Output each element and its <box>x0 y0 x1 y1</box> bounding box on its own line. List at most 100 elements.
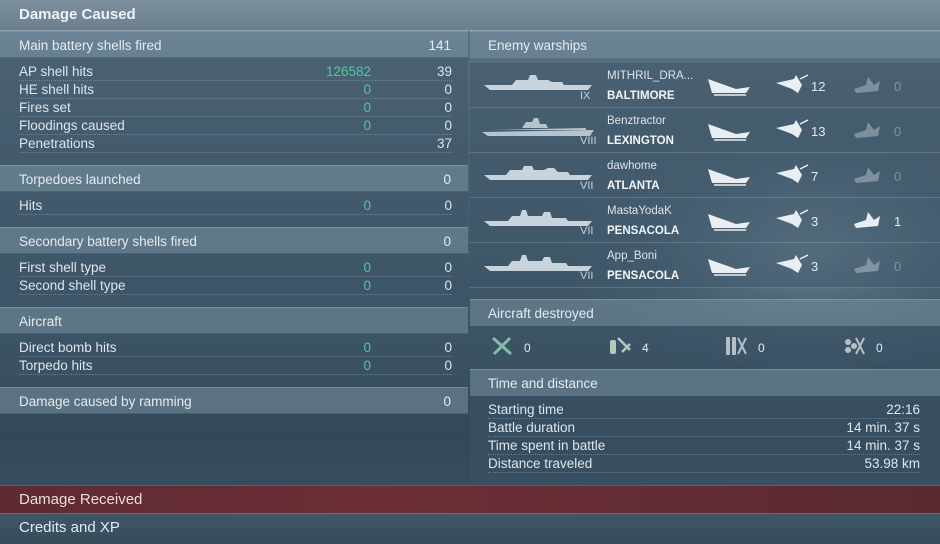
fire-icon <box>854 212 880 228</box>
stat-damage: 0 <box>363 198 371 213</box>
player-name: MITHRIL_DRA... <box>607 70 694 82</box>
ramming-value: 0 <box>443 394 451 409</box>
stat-count: 37 <box>436 136 452 151</box>
fires-count: 0 <box>894 169 902 184</box>
stat-damage: 126582 <box>325 64 371 79</box>
ship-tier: VIII <box>580 135 597 147</box>
credits-xp-label: Credits and XP <box>19 519 120 536</box>
stat-row: Floodings caused 0 0 <box>19 117 452 135</box>
enemy-ship-row[interactable]: VII MastaYodaK PENSACOLA 3 1 <box>470 198 940 243</box>
stat-row: AP shell hits 126582 39 <box>19 63 452 81</box>
ship-name: LEXINGTON <box>607 135 674 147</box>
stat-count: 0 <box>444 82 452 97</box>
enemy-ship-row[interactable]: VIII Benztractor LEXINGTON 13 0 <box>470 108 940 153</box>
stat-label: Direct bomb hits <box>19 340 117 355</box>
time-value: 22:16 <box>886 402 920 417</box>
stat-count: 0 <box>444 340 452 355</box>
shell-hit-icon <box>776 74 809 93</box>
stat-row: Fires set 0 0 <box>19 99 452 117</box>
stat-damage: 0 <box>363 340 371 355</box>
time-distance-body: Starting time 22:16 Battle duration 14 m… <box>470 396 940 496</box>
aircraft-label: Aircraft <box>19 314 62 329</box>
secondary-label: Secondary battery shells fired <box>19 234 197 249</box>
time-row: Starting time 22:16 <box>488 401 920 419</box>
stat-row: Hits 0 0 <box>19 197 452 215</box>
torpedoes-header: Torpedoes launched 0 <box>0 165 468 192</box>
ship-silhouette-icon <box>484 255 592 271</box>
main-battery-body: AP shell hits 126582 39 HE shell hits 0 … <box>0 58 468 165</box>
stat-label: Penetrations <box>19 136 95 151</box>
stat-damage: 0 <box>363 260 371 275</box>
ship-silhouette-icon <box>484 166 592 180</box>
main-battery-value: 141 <box>428 38 451 53</box>
secondary-value: 0 <box>443 234 451 249</box>
bomber-squadron-icon <box>845 337 865 355</box>
time-value: 14 min. 37 s <box>846 438 920 453</box>
time-label: Time spent in battle <box>488 438 606 453</box>
fire-icon <box>854 122 880 138</box>
stat-damage: 0 <box>363 278 371 293</box>
player-name: Benztractor <box>607 115 666 127</box>
stat-count: 0 <box>444 118 452 133</box>
stat-count: 39 <box>436 64 452 79</box>
stat-count: 0 <box>444 100 452 115</box>
hits-count: 3 <box>811 214 819 229</box>
ship-tier: IX <box>580 90 591 102</box>
aircraft-destroyed-label: Aircraft destroyed <box>488 306 594 321</box>
stat-label: Torpedo hits <box>19 358 93 373</box>
stat-damage: 0 <box>363 100 371 115</box>
page-title: Damage Caused <box>19 6 136 23</box>
shell-hit-icon <box>776 254 809 273</box>
ship-silhouette-icon <box>484 210 592 226</box>
sinking-ship-icon <box>708 79 750 96</box>
damage-stats-column: Main battery shells fired 141 AP shell h… <box>0 31 468 484</box>
stat-label: HE shell hits <box>19 82 95 97</box>
stat-row: Penetrations 37 <box>19 135 452 153</box>
shell-hit-icon <box>776 209 809 228</box>
ship-name: ATLANTA <box>607 180 660 192</box>
stat-count: 0 <box>444 260 452 275</box>
aircraft-body: Direct bomb hits 0 0 Torpedo hits 0 0 <box>0 334 468 387</box>
enemy-column: Enemy warships IX MITHRIL_DRA... BALTIMO… <box>470 31 940 496</box>
enemy-ship-row[interactable]: IX MITHRIL_DRA... BALTIMORE 12 0 <box>470 63 940 108</box>
stat-row: Torpedo hits 0 0 <box>19 357 452 375</box>
stat-label: AP shell hits <box>19 64 94 79</box>
dive-bomber-icon <box>610 337 631 354</box>
ship-tier: VII <box>580 270 594 282</box>
stat-label: Fires set <box>19 100 71 115</box>
stat-label: First shell type <box>19 260 107 275</box>
stat-row: HE shell hits 0 0 <box>19 81 452 99</box>
player-name: App_Boni <box>607 250 657 262</box>
time-label: Starting time <box>488 402 564 417</box>
aircraft-destroyed-header: Aircraft destroyed <box>470 299 940 326</box>
time-distance-header: Time and distance <box>470 369 940 396</box>
aircraft-count: 0 <box>876 341 883 355</box>
sinking-ship-icon <box>708 124 750 141</box>
shell-hit-icon <box>776 164 809 183</box>
credits-xp-tab[interactable]: Credits and XP <box>0 513 940 544</box>
stat-label: Floodings caused <box>19 118 125 133</box>
damage-received-tab[interactable]: Damage Received <box>0 485 940 513</box>
time-value: 14 min. 37 s <box>846 420 920 435</box>
stat-damage: 0 <box>363 82 371 97</box>
damage-received-label: Damage Received <box>19 491 143 508</box>
fire-icon <box>854 257 880 273</box>
aircraft-destroyed-body: 0 4 0 0 <box>470 326 940 366</box>
torpedoes-body: Hits 0 0 <box>0 192 468 227</box>
sinking-ship-icon <box>708 259 750 276</box>
stat-damage: 0 <box>363 358 371 373</box>
enemy-ship-row[interactable]: VII App_Boni PENSACOLA 3 0 <box>470 243 940 288</box>
ship-name: BALTIMORE <box>607 90 675 102</box>
damage-caused-header[interactable]: Damage Caused <box>0 0 940 31</box>
stat-row: First shell type 0 0 <box>19 259 452 277</box>
fires-count: 0 <box>894 124 902 139</box>
secondary-body: First shell type 0 0 Second shell type 0… <box>0 254 468 307</box>
time-distance-label: Time and distance <box>488 376 598 391</box>
fires-count: 0 <box>894 259 902 274</box>
hits-count: 12 <box>811 79 826 94</box>
torpedoes-value: 0 <box>443 172 451 187</box>
aircraft-header: Aircraft <box>0 307 468 334</box>
aircraft-count: 4 <box>642 341 649 355</box>
ship-tier: VII <box>580 180 594 192</box>
enemy-ship-row[interactable]: VII dawhome ATLANTA 7 0 <box>470 153 940 198</box>
